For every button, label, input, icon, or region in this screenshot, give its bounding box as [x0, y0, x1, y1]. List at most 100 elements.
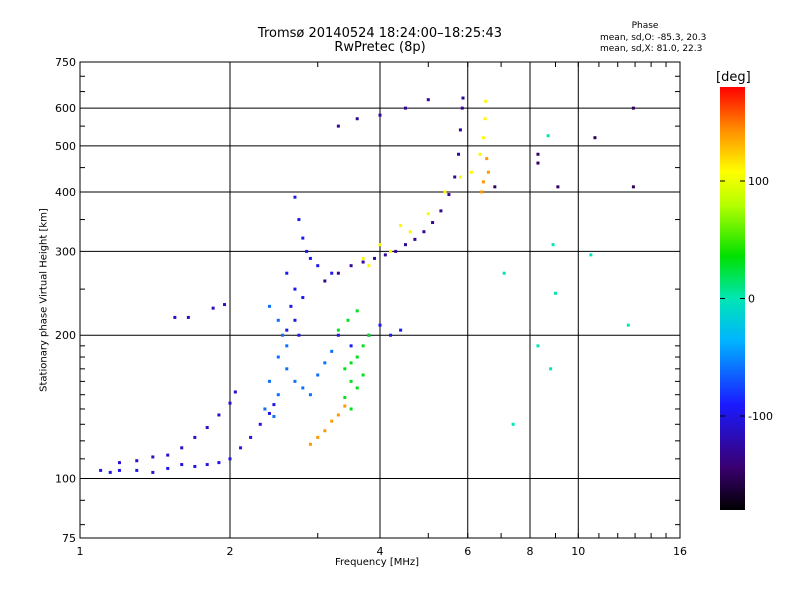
data-point: [336, 413, 340, 417]
data-point: [549, 367, 553, 371]
data-point: [367, 264, 371, 268]
data-point: [439, 209, 443, 213]
data-point: [511, 422, 515, 426]
data-point: [626, 323, 630, 327]
data-point: [301, 386, 305, 390]
y-tick-label: 200: [55, 329, 76, 342]
data-point: [193, 464, 197, 468]
data-point: [249, 435, 253, 439]
data-point: [293, 379, 297, 383]
data-point: [281, 333, 285, 337]
colorbar-ticks: 100 0 -100: [720, 175, 773, 423]
data-point: [546, 134, 550, 138]
data-point: [355, 309, 359, 313]
data-point: [117, 461, 121, 465]
data-point: [297, 218, 301, 222]
data-point: [267, 304, 271, 308]
data-point: [431, 221, 435, 225]
data-point: [258, 422, 262, 426]
data-point: [413, 237, 417, 241]
data-point: [551, 243, 555, 247]
data-point: [373, 256, 377, 260]
data-point: [426, 98, 430, 102]
data-point: [99, 468, 103, 472]
data-point: [486, 170, 490, 174]
data-point: [593, 136, 597, 140]
data-point: [336, 271, 340, 275]
data-point: [447, 193, 451, 197]
data-point: [403, 243, 407, 247]
data-point: [483, 117, 487, 121]
data-point: [355, 117, 359, 121]
x-tick-label: 16: [673, 545, 687, 558]
x-tick-label: 6: [464, 545, 471, 558]
data-point: [383, 253, 387, 257]
data-point: [349, 379, 353, 383]
data-point: [228, 401, 232, 405]
data-point: [316, 435, 320, 439]
data-point: [460, 106, 464, 110]
data-point: [556, 185, 560, 189]
data-point: [323, 361, 327, 365]
data-point: [457, 152, 461, 156]
data-point: [205, 425, 209, 429]
data-point: [481, 136, 485, 140]
data-point: [293, 318, 297, 322]
x-axis-label: Frequency [MHz]: [335, 557, 420, 568]
data-point: [108, 470, 112, 474]
data-point: [349, 344, 353, 348]
data-point: [343, 367, 347, 371]
x-tick-label: 8: [527, 545, 534, 558]
data-point: [151, 470, 155, 474]
data-point: [536, 161, 540, 165]
data-point: [355, 386, 359, 390]
x-tick-label: 4: [377, 545, 384, 558]
data-point: [305, 249, 309, 253]
data-point: [166, 466, 170, 470]
data-point: [469, 170, 473, 174]
chart-title: Tromsø 20140524 18:24:00–18:25:43: [257, 26, 503, 41]
data-point: [211, 306, 215, 310]
data-point: [458, 128, 462, 132]
data-point: [301, 236, 305, 240]
data-point: [361, 373, 365, 377]
data-point: [272, 414, 276, 418]
data-point: [297, 333, 301, 337]
data-point: [180, 446, 184, 450]
data-point: [316, 264, 320, 268]
data-point: [399, 328, 403, 332]
data-point: [217, 461, 221, 465]
data-point: [389, 333, 393, 337]
data-point: [536, 344, 540, 348]
y-tick-label: 100: [55, 473, 76, 486]
colorbar-unit-label: [deg]: [716, 70, 751, 85]
data-point: [389, 249, 393, 253]
data-point: [330, 271, 334, 275]
data-point: [589, 253, 593, 257]
data-point: [361, 260, 365, 264]
data-point: [276, 318, 280, 322]
data-point: [536, 152, 540, 156]
data-point: [135, 468, 139, 472]
data-point: [408, 230, 412, 234]
data-point: [378, 243, 382, 247]
data-point: [233, 390, 237, 394]
data-point: [285, 328, 289, 332]
data-point: [316, 373, 320, 377]
data-point: [480, 190, 484, 194]
data-point: [151, 455, 155, 459]
data-point: [193, 435, 197, 439]
data-point: [355, 355, 359, 359]
data-point: [217, 413, 221, 417]
colorbar-tick-label: -100: [748, 410, 773, 423]
data-point: [180, 463, 184, 467]
data-point: [349, 361, 353, 365]
data-point: [336, 124, 340, 128]
data-point: [631, 185, 635, 189]
data-point: [502, 271, 506, 275]
data-point: [336, 333, 340, 337]
data-point: [478, 152, 482, 156]
data-point: [308, 442, 312, 446]
data-point: [394, 249, 398, 253]
